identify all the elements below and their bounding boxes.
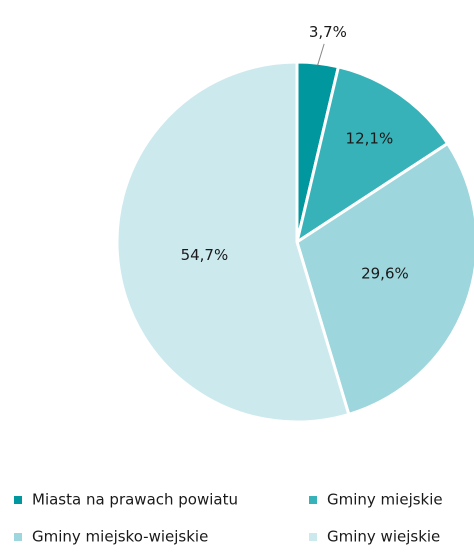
- legend-swatch: [309, 496, 317, 504]
- legend-label: Gminy miejskie: [327, 491, 443, 509]
- legend-swatch: [309, 533, 317, 541]
- data-label: 3,7%: [309, 23, 347, 41]
- legend-label: Gminy miejsko-wiejskie: [32, 528, 208, 546]
- legend-label: Gminy wiejskie: [327, 528, 440, 546]
- data-label: 54,7%: [181, 246, 229, 264]
- legend-label: Miasta na prawach powiatu: [32, 491, 238, 509]
- legend-swatch: [14, 496, 22, 504]
- data-label: 12,1%: [346, 129, 394, 147]
- leader-line: [317, 43, 325, 66]
- pie-slice: [294, 65, 450, 246]
- data-label: 29,6%: [361, 265, 409, 283]
- legend-swatch: [14, 533, 22, 541]
- pie-slice: [295, 141, 474, 417]
- pie-slice: [115, 60, 351, 424]
